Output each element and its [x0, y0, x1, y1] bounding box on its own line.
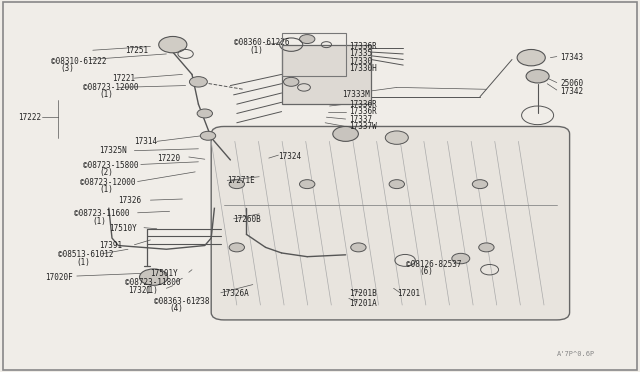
Circle shape [189, 77, 207, 87]
Text: 17324: 17324 [278, 152, 301, 161]
Bar [282, 45, 371, 104]
Circle shape [472, 180, 488, 189]
Bar [282, 33, 346, 76]
Text: ©08126-82537: ©08126-82537 [406, 260, 462, 269]
Text: (1): (1) [77, 258, 91, 267]
Text: 17326A: 17326A [221, 289, 248, 298]
Text: 17336R: 17336R [349, 107, 376, 116]
Circle shape [300, 35, 315, 44]
Text: ©08310-61222: ©08310-61222 [51, 57, 107, 66]
Text: (6): (6) [419, 267, 433, 276]
Circle shape [389, 180, 404, 189]
Circle shape [479, 243, 494, 252]
Text: 17336R: 17336R [349, 100, 376, 109]
Text: ©08723-15800: ©08723-15800 [83, 161, 139, 170]
FancyBboxPatch shape [211, 126, 570, 320]
Text: 17271E: 17271E [227, 176, 255, 185]
Circle shape [140, 269, 168, 285]
Circle shape [159, 36, 187, 53]
Text: (3): (3) [61, 64, 75, 73]
Text: 17337W: 17337W [349, 122, 376, 131]
Text: 17260B: 17260B [234, 215, 261, 224]
Text: 17201B: 17201B [349, 289, 376, 298]
Text: 17337: 17337 [349, 115, 372, 124]
Text: ©08723-12000: ©08723-12000 [80, 178, 136, 187]
Text: 17333M: 17333M [342, 90, 370, 99]
Circle shape [526, 70, 549, 83]
Text: (1): (1) [99, 90, 113, 99]
Text: 17343: 17343 [560, 53, 583, 62]
Circle shape [452, 253, 470, 264]
Text: A'7P^0.6P: A'7P^0.6P [557, 351, 595, 357]
Text: ©08360-61226: ©08360-61226 [234, 38, 289, 47]
Text: 17510Y: 17510Y [109, 224, 136, 233]
Circle shape [385, 131, 408, 144]
Text: 17220: 17220 [157, 154, 180, 163]
Circle shape [351, 243, 366, 252]
Text: 17336R: 17336R [349, 42, 376, 51]
Text: (1): (1) [99, 185, 113, 194]
Circle shape [300, 180, 315, 189]
Text: 17335: 17335 [349, 49, 372, 58]
Text: 17221: 17221 [112, 74, 135, 83]
Text: (2): (2) [99, 169, 113, 177]
Text: 17314: 17314 [134, 137, 157, 146]
Text: (1): (1) [144, 286, 158, 295]
Circle shape [200, 131, 216, 140]
Text: 17222: 17222 [18, 113, 41, 122]
Text: 17342: 17342 [560, 87, 583, 96]
Text: 25060: 25060 [560, 79, 583, 88]
Text: 17326: 17326 [118, 196, 141, 205]
Text: ©08363-61238: ©08363-61238 [154, 297, 209, 306]
Circle shape [229, 180, 244, 189]
Text: 17201: 17201 [397, 289, 420, 298]
Text: 17330H: 17330H [349, 64, 376, 73]
Text: ©08723-12000: ©08723-12000 [83, 83, 139, 92]
Circle shape [197, 109, 212, 118]
Text: 17321: 17321 [128, 286, 151, 295]
Circle shape [229, 243, 244, 252]
Text: 17020F: 17020F [45, 273, 72, 282]
Text: 17391: 17391 [99, 241, 122, 250]
Text: 17330: 17330 [349, 57, 372, 66]
Circle shape [517, 49, 545, 66]
Text: 17501Y: 17501Y [150, 269, 178, 278]
Text: 17325N: 17325N [99, 146, 127, 155]
Text: ©08723-11600: ©08723-11600 [74, 209, 129, 218]
Text: ©08513-61012: ©08513-61012 [58, 250, 113, 259]
Circle shape [333, 126, 358, 141]
Text: 17201A: 17201A [349, 299, 376, 308]
Circle shape [284, 77, 299, 86]
Text: (4): (4) [170, 304, 184, 313]
Text: 17251: 17251 [125, 46, 148, 55]
Text: (1): (1) [250, 46, 264, 55]
Text: ©08723-11800: ©08723-11800 [125, 278, 180, 287]
Text: (1): (1) [93, 217, 107, 226]
